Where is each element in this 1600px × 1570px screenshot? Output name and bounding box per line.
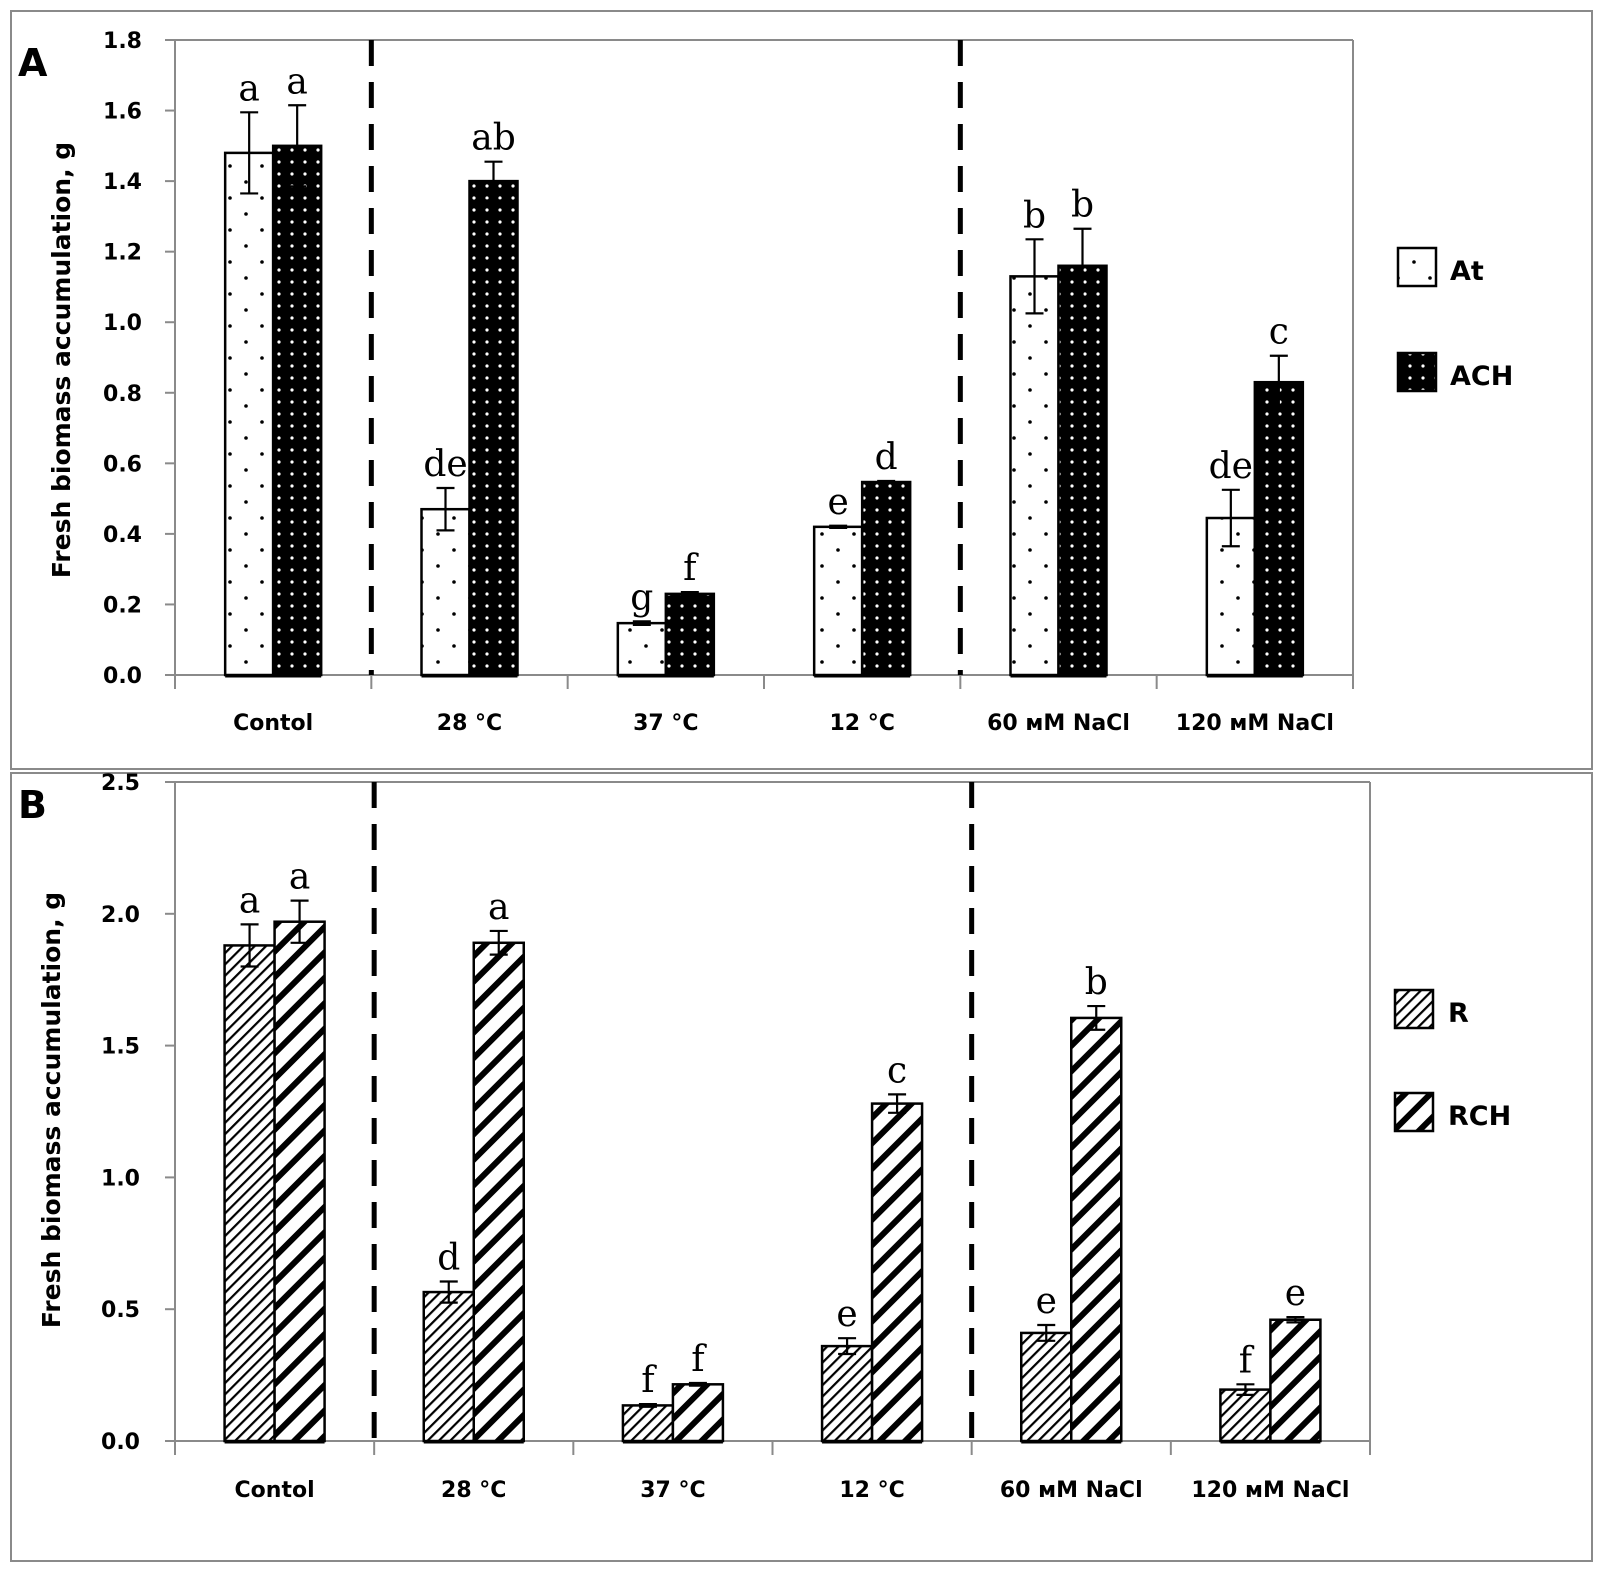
y-ticks-b: 0.0 0.5 1.0 1.5 2.0 2.5 — [101, 771, 175, 1455]
bar-at — [812, 525, 864, 677]
bar-rch — [472, 941, 525, 1443]
bar-ach — [1057, 264, 1108, 677]
x-tick-label: Contol — [235, 1478, 315, 1503]
legend-swatch-r — [1393, 988, 1435, 1030]
significance-letter: a — [289, 857, 310, 898]
bar-rch — [273, 920, 326, 1443]
y-tick-label: 2.5 — [101, 771, 140, 796]
legend-b: R RCH — [1393, 988, 1511, 1133]
y-tick-label: 0.2 — [103, 593, 142, 618]
significance-letter: e — [828, 482, 849, 523]
bar-r — [1020, 1331, 1073, 1443]
bar-r — [223, 944, 276, 1443]
y-tick-label: 1.2 — [103, 241, 142, 266]
legend-swatch-rch — [1393, 1091, 1435, 1133]
panel-label-a: A — [18, 41, 48, 85]
y-tick-label: 2.0 — [101, 903, 140, 928]
chart-a: A Fresh biomass accumulation, g 0.00.20.… — [18, 29, 1513, 736]
legend-label-rch: RCH — [1448, 1101, 1511, 1132]
y-tick-label: 0.5 — [101, 1298, 140, 1323]
y-tick-label: 0.4 — [103, 523, 142, 548]
bar-ach — [860, 480, 912, 677]
chart-b: B Fresh biomass accumulation, g 0.0 0.5 1.… — [18, 771, 1511, 1503]
significance-letter: a — [488, 887, 509, 928]
bar-r — [621, 1404, 675, 1443]
legend-label-at: At — [1450, 256, 1484, 287]
bar-rch — [671, 1383, 725, 1443]
significance-letter: a — [238, 68, 259, 109]
y-tick-label: 1.4 — [103, 170, 142, 195]
legend-swatch-at — [1396, 246, 1438, 288]
x-tick-label: 37 °C — [640, 1478, 705, 1503]
y-axis-title-a: Fresh biomass accumulation, g — [47, 142, 76, 578]
significance-letter: f — [641, 1360, 657, 1401]
legend-label-ach: ACH — [1450, 361, 1513, 392]
legend-a: At ACH — [1396, 246, 1513, 393]
y-tick-label: 1.0 — [103, 311, 142, 336]
y-tick-label: 1.0 — [101, 1166, 140, 1191]
significance-letter: f — [1239, 1340, 1255, 1381]
y-tick-label: 1.5 — [101, 1035, 140, 1060]
bar-ach — [1253, 380, 1305, 677]
bars-a: a de g e b de a ab f d b c — [165, 39, 1354, 689]
bar-r — [820, 1344, 874, 1443]
x-tick-label: Contol — [233, 711, 313, 736]
significance-letter: a — [286, 61, 307, 102]
y-ticks-a: 0.0 0.2 0.4 0.6 0.8 1.0 1.2 1.4 1.6 1.8 — [103, 29, 175, 689]
significance-letter: e — [1036, 1281, 1057, 1322]
y-tick-label: 1.8 — [103, 29, 142, 54]
bar-r — [422, 1290, 475, 1443]
significance-letter: f — [691, 1339, 707, 1380]
panel-label-b: B — [18, 783, 47, 827]
significance-letter: d — [875, 437, 898, 478]
bar-ach — [468, 179, 519, 677]
legend-label-r: R — [1448, 998, 1469, 1029]
x-tick-labels-a: Contol 28 °C 37 °C 12 °C 60 мМ NaCl 120 мМ Na… — [174, 675, 1354, 736]
y-tick-label: 0.0 — [103, 664, 142, 689]
y-tick-label: 0.0 — [101, 1430, 140, 1455]
y-axis-title-b: Fresh biomass accumulation, g — [37, 892, 66, 1328]
y-tick-label: 0.8 — [103, 382, 142, 407]
significance-letter: e — [1285, 1273, 1306, 1314]
significance-letter: c — [887, 1050, 907, 1091]
bar-at — [420, 507, 471, 677]
bar-ach — [664, 592, 716, 677]
significance-letter: g — [630, 577, 653, 618]
x-tick-label: 120 мМ NaCl — [1176, 711, 1334, 736]
significance-letter: de — [423, 444, 467, 485]
bar-at — [223, 151, 275, 677]
x-tick-label: 60 мМ NaCl — [1000, 1478, 1143, 1503]
bar-r — [1219, 1388, 1272, 1443]
significance-letter: f — [683, 548, 699, 589]
x-tick-label: 28 °C — [441, 1478, 506, 1503]
bar-rch — [1269, 1318, 1322, 1443]
x-tick-label: 28 °C — [437, 711, 502, 736]
bar-rch — [870, 1102, 924, 1443]
significance-letter: b — [1085, 962, 1108, 1003]
x-tick-label: 12 °C — [839, 1478, 904, 1503]
x-tick-labels-b: Contol 28 °C 37 °C 12 °C 60 мМ NaCl 120 мМ Na… — [174, 1441, 1371, 1503]
significance-letter: de — [1209, 446, 1253, 487]
significance-letter: d — [437, 1238, 460, 1279]
y-tick-label: 1.6 — [103, 100, 142, 125]
x-tick-label: 60 мМ NaCl — [987, 711, 1130, 736]
significance-letter: b — [1023, 195, 1046, 236]
bar-rch — [1070, 1016, 1123, 1443]
significance-letter: ab — [471, 118, 516, 159]
significance-letter: c — [1269, 312, 1289, 353]
x-tick-label: 37 °C — [633, 711, 698, 736]
bar-at — [1009, 275, 1060, 677]
significance-letter: a — [239, 880, 260, 921]
x-tick-label: 12 °C — [829, 711, 894, 736]
bar-at — [616, 621, 668, 677]
y-tick-label: 0.6 — [103, 452, 142, 477]
significance-letter: e — [836, 1294, 857, 1335]
legend-swatch-ach — [1396, 351, 1438, 393]
bar-ach — [271, 144, 323, 677]
significance-letter: b — [1071, 185, 1094, 226]
x-tick-label: 120 мМ NaCl — [1191, 1478, 1349, 1503]
